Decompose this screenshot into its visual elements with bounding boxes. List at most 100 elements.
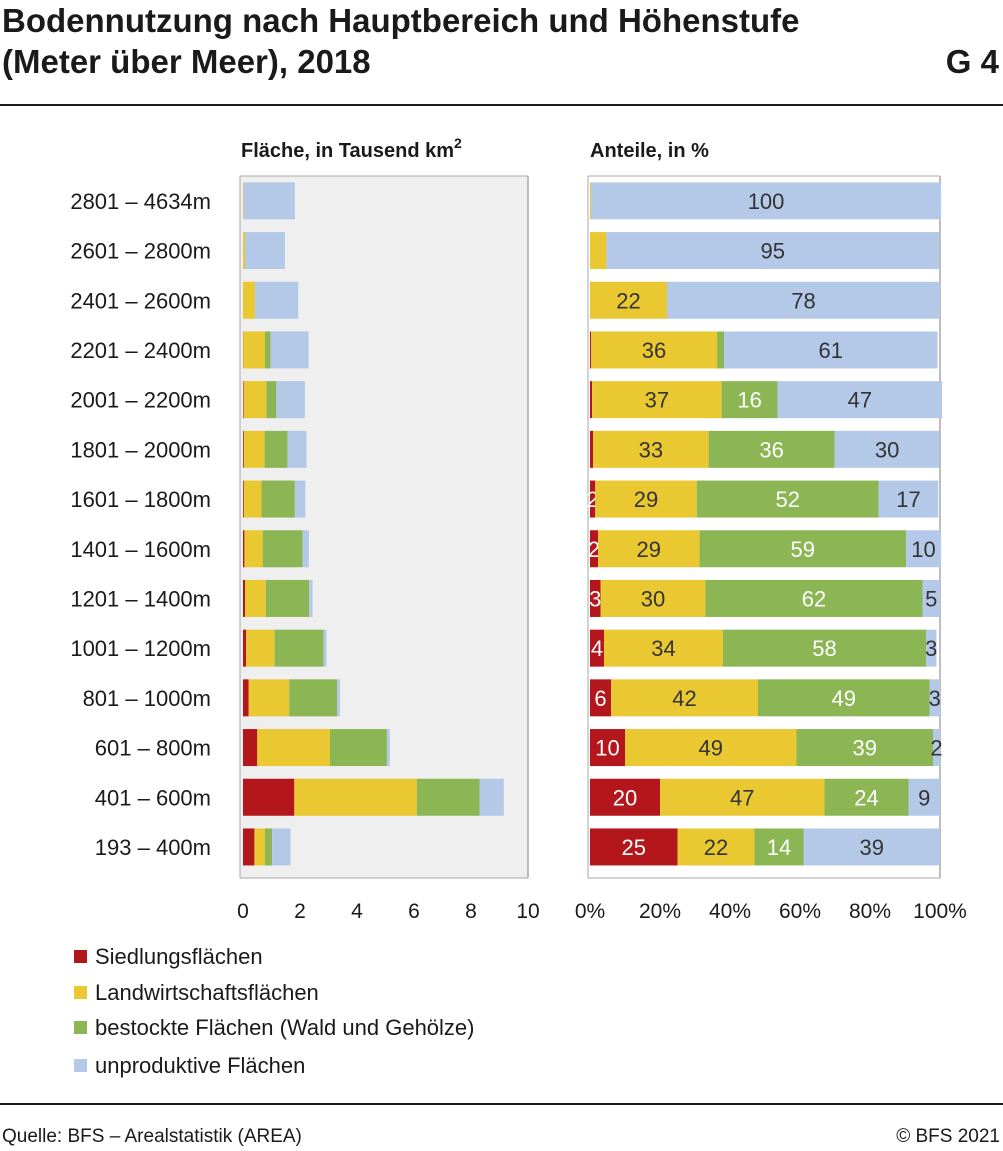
data-label: 20 [613,785,637,810]
bar-segment-siedlungsflachen [590,778,660,816]
bar-segment-landwirtschaftsflachen [243,182,244,220]
legend-swatch [74,986,87,999]
bar-segment-unproduktive-flachen [337,679,340,717]
x-tick-label: 8 [465,900,477,923]
bar-segment-bestockte-flachen-wald-und-geholze [699,530,907,568]
chart-title-line-1: Bodennutzung nach Hauptbereich und Höhen… [2,2,800,39]
bar-segment-siedlungsflachen [243,778,295,816]
bar-segment-unproduktive-flachen [243,182,295,220]
bar-segment-landwirtschaftsflachen [246,629,275,667]
bar-segment-unproduktive-flachen [834,430,940,468]
data-label: 36 [759,437,783,462]
bar-segment-bestockte-flachen-wald-und-geholze [264,430,288,468]
legend-swatch [74,950,87,963]
bar-segment-unproduktive-flachen [244,232,285,270]
bar-segment-unproduktive-flachen [302,530,309,568]
data-label: 6 [594,686,606,711]
bar-segment-landwirtschaftsflachen [600,579,706,617]
data-label: 2 [930,736,942,761]
source-note: Quelle: BFS – Arealstatistik (AREA) [2,1126,302,1147]
bar-segment-unproduktive-flachen [254,281,299,319]
bar-segment-bestockte-flachen-wald-und-geholze [717,331,725,369]
bar-segment-landwirtschaftsflachen [243,232,245,270]
bar-segment-siedlungsflachen [590,331,592,369]
panel-title: Anteile, in % [590,140,709,162]
category-label: 1201 – 1400m [70,586,211,611]
category-label: 2001 – 2200m [70,388,211,413]
x-tick-label: 40% [709,900,751,923]
bar-segment-unproduktive-flachen [606,232,939,270]
x-tick-label: 6 [408,900,420,923]
bar-segment-bestockte-flachen-wald-und-geholze [824,778,909,816]
bar-segment-bestockte-flachen-wald-und-geholze [264,331,271,369]
x-tick-label: 80% [849,900,891,923]
bar-segment-landwirtschaftsflachen [677,828,755,866]
data-label: 25 [622,835,646,860]
bar-segment-bestockte-flachen-wald-und-geholze [416,778,480,816]
data-label: 30 [875,437,899,462]
bar-segment-siedlungsflachen [590,729,625,767]
category-label: 2401 – 2600m [70,288,211,313]
bar-segment-bestockte-flachen-wald-und-geholze [796,729,933,767]
bar-segment-unproduktive-flachen [270,331,309,369]
plot-background [588,176,940,878]
bar-segment-bestockte-flachen-wald-und-geholze [289,679,338,717]
legend-label: Siedlungsflächen [95,944,263,969]
bar-segment-bestockte-flachen-wald-und-geholze [705,579,923,617]
data-label: 62 [802,586,826,611]
bar-segment-bestockte-flachen-wald-und-geholze [265,579,310,617]
x-tick-label: 60% [779,900,821,923]
bar-segment-bestockte-flachen-wald-und-geholze [261,480,295,518]
data-label: 10 [595,736,619,761]
bar-segment-landwirtschaftsflachen [592,381,722,419]
bar-segment-landwirtschaftsflachen [257,729,330,767]
data-label: 49 [832,686,856,711]
bar-segment-landwirtschaftsflachen [244,530,263,568]
bar-segment-landwirtschaftsflachen [590,232,607,270]
bar-segment-unproduktive-flachen [272,828,291,866]
data-label: 9 [918,785,930,810]
bar-segment-siedlungsflachen [590,828,678,866]
panel-area-absolute: Fläche, in Tausend km2 0 2 4 6 8 10 [237,135,540,923]
x-tick-label: 20% [639,900,681,923]
header-rule [0,104,1003,106]
figure-tag: G 4 [945,43,999,80]
bar-segment-unproduktive-flachen [309,579,313,617]
legend-label: unproduktive Flächen [95,1053,306,1078]
legend-swatch [74,1021,87,1034]
bar-segment-unproduktive-flachen [294,480,306,518]
data-label: 95 [760,239,784,264]
bar-segment-unproduktive-flachen [803,828,940,866]
legend-item-unproduktive-flaechen: unproduktive Flächen [74,1053,305,1079]
data-label: 30 [641,586,665,611]
category-label: 1601 – 1800m [70,487,211,512]
bar-segment-bestockte-flachen-wald-und-geholze [721,381,778,419]
category-label: 2601 – 2800m [70,239,211,264]
legend-item-siedlungsflaechen: Siedlungsflächen [74,944,263,970]
data-label: 3 [589,586,601,611]
bar-segment-landwirtschaftsflachen [625,729,797,767]
bar-segment-bestockte-flachen-wald-und-geholze [264,828,273,866]
bar-segment-unproduktive-flachen [908,778,940,816]
data-label: 2 [588,537,600,562]
bar-segment-landwirtschaftsflachen [243,281,255,319]
bar-segment-landwirtschaftsflachen [591,331,718,369]
bar-segment-siedlungsflachen [243,679,249,717]
data-label: 58 [812,636,836,661]
category-label: 193 – 400m [95,835,211,860]
data-label: 4 [591,636,603,661]
bar-segment-bestockte-flachen-wald-und-geholze [754,828,804,866]
data-label: 34 [651,636,675,661]
data-label: 5 [925,586,937,611]
bar-segment-landwirtschaftsflachen [660,778,825,816]
bar-segment-bestockte-flachen-wald-und-geholze [758,679,930,717]
legend-swatch [74,1059,87,1072]
bar-segment-landwirtschaftsflachen [254,828,265,866]
data-label: 49 [699,736,723,761]
data-label: 29 [634,487,658,512]
bar-segment-bestockte-flachen-wald-und-geholze [329,729,387,767]
bar-segment-unproduktive-flachen [922,579,940,617]
bar-segment-unproduktive-flachen [591,182,942,220]
bar-segment-bestockte-flachen-wald-und-geholze [266,381,277,419]
bar-segment-siedlungsflachen [243,629,247,667]
